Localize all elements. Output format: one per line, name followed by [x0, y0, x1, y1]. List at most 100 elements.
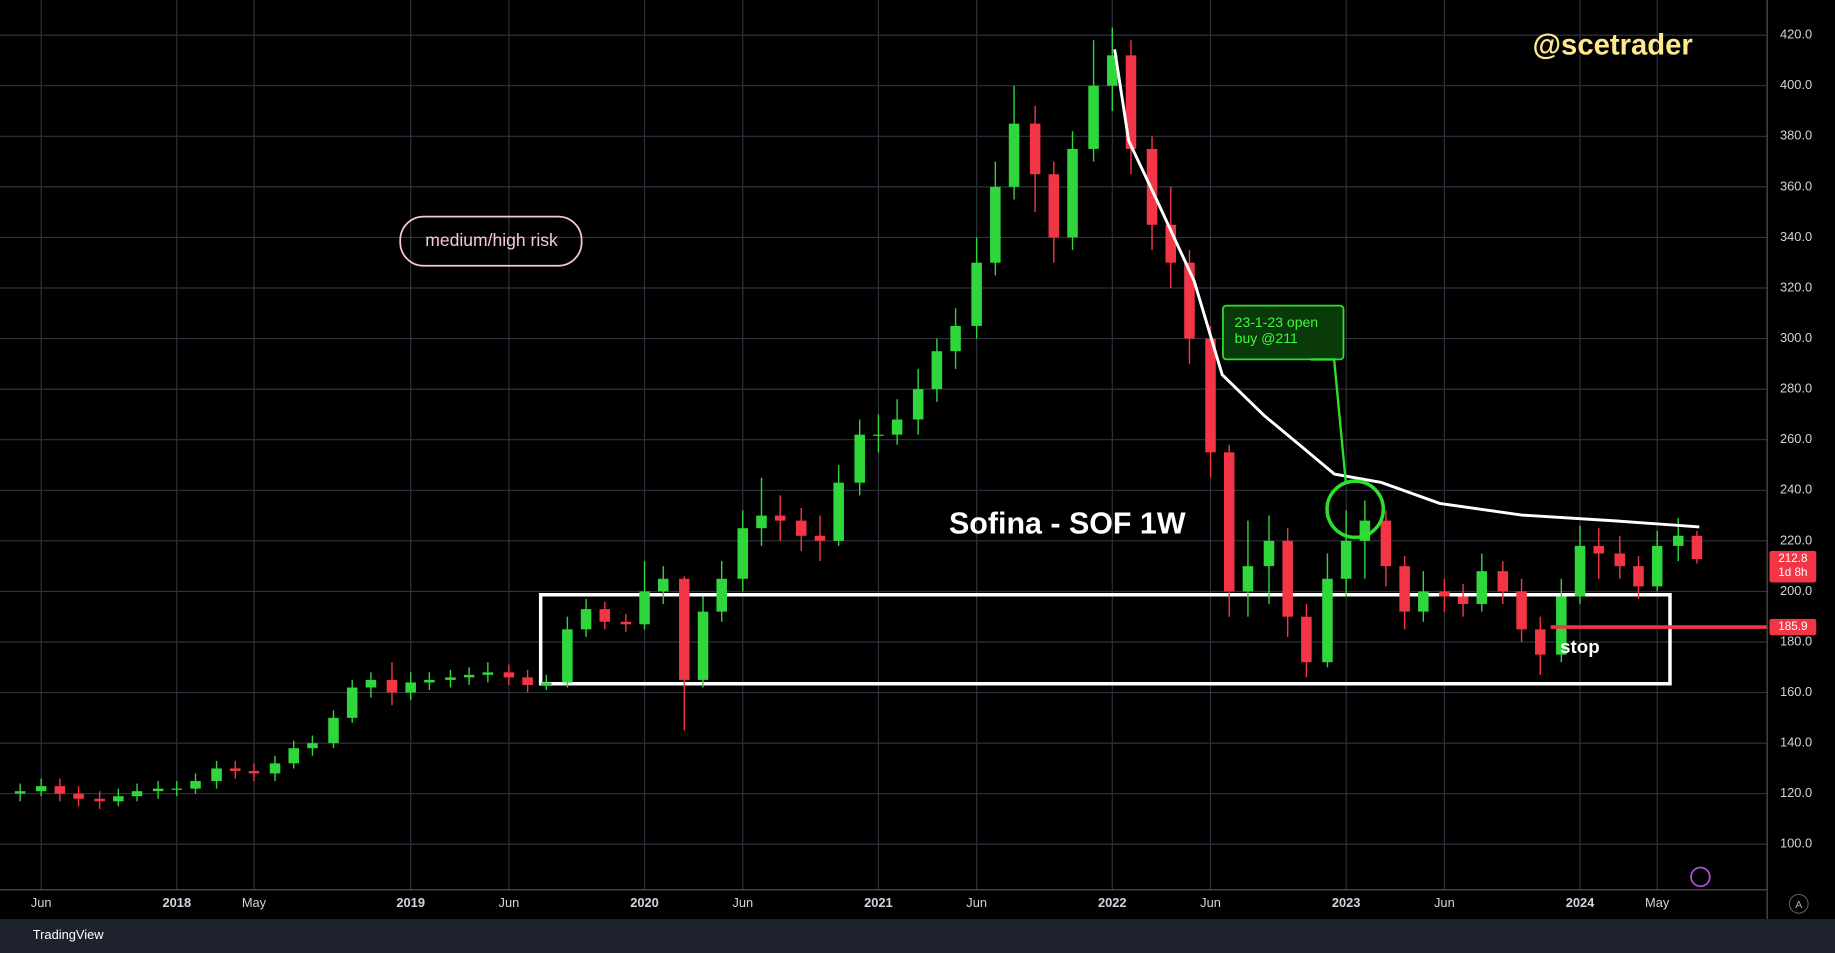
y-tick-label: 220.0 [1780, 532, 1812, 547]
y-tick-label: 300.0 [1780, 330, 1812, 345]
risk-box [399, 215, 583, 267]
y-tick-label: 200.0 [1780, 583, 1812, 598]
candle-body [1184, 262, 1195, 339]
candle-body [854, 434, 865, 483]
candle-body [814, 535, 826, 541]
candle-body [990, 186, 1001, 263]
stop-price-label: 185.9 [1778, 620, 1807, 633]
candle-body [1282, 540, 1293, 617]
author: @scetrader [1533, 30, 1693, 62]
candle-body [1691, 535, 1703, 560]
candle-body [171, 788, 183, 790]
candle-body [1457, 596, 1469, 605]
candle-body [774, 515, 786, 521]
candle-body [971, 262, 982, 326]
candle-body [482, 672, 494, 675]
candle-body [1516, 591, 1527, 630]
x-tick-label: 2024 [1566, 895, 1595, 910]
candle-body [599, 609, 611, 622]
y-tick-label: 100.0 [1780, 836, 1812, 851]
callout-box [1222, 304, 1345, 361]
candle-body [1651, 545, 1663, 587]
y-tick-label: 400.0 [1780, 77, 1812, 92]
candle-body [288, 748, 300, 764]
candle-body [1359, 520, 1371, 541]
candle-body [131, 791, 143, 797]
candle-body [328, 717, 339, 744]
candle-body [1672, 535, 1684, 546]
candle-body [73, 793, 84, 799]
candle-body [14, 791, 26, 794]
candle-body [1125, 55, 1137, 149]
auto-scale-label[interactable]: A [1795, 899, 1802, 911]
candle-body [1340, 540, 1352, 579]
candle-body [269, 763, 281, 774]
candle-body [1535, 629, 1546, 655]
y-tick-label: 240.0 [1780, 482, 1812, 497]
candle-body [541, 682, 552, 685]
candle-body [1439, 591, 1450, 597]
x-tick-label: Jun [1434, 895, 1455, 910]
candle-body [716, 578, 727, 612]
callout-text: 23-1-23 open [1235, 314, 1318, 330]
candle-body [1242, 566, 1254, 592]
candle-body [35, 786, 47, 792]
marks [14, 27, 1768, 809]
y-tick-label: 140.0 [1780, 735, 1812, 750]
candle-body [1497, 571, 1509, 592]
candle-body [386, 679, 398, 693]
x-tick-label: 2021 [864, 895, 893, 910]
risk-label: medium/high risk [425, 230, 558, 250]
x-tick-label: 2023 [1332, 895, 1361, 910]
x-tick-label: 2018 [163, 895, 192, 910]
candle-body [756, 515, 767, 529]
callout-text: buy @211 [1235, 330, 1298, 346]
x-tick-label: Jun [732, 895, 753, 910]
candle-body [346, 687, 358, 718]
candle-body [1223, 452, 1235, 592]
y-tick-label: 360.0 [1780, 178, 1812, 193]
candle-body [931, 351, 943, 390]
candle-body [795, 520, 807, 536]
candle-body [1029, 123, 1041, 175]
y-tick-label: 420.0 [1780, 27, 1812, 42]
x-tick-label: 2022 [1098, 895, 1127, 910]
highlight-circle [1325, 479, 1386, 540]
candle-body [562, 629, 573, 683]
y-tick-label: 280.0 [1780, 381, 1812, 396]
y-tick-label: 160.0 [1780, 684, 1812, 699]
footer-bar [0, 919, 1835, 953]
x-tick-label: 2019 [396, 895, 425, 910]
candle-body [424, 679, 435, 683]
x-tick-label: 2020 [630, 895, 659, 910]
auto-scale-button[interactable] [1788, 893, 1809, 914]
candle-body [190, 781, 201, 789]
candle-body [891, 419, 903, 435]
stop-text: stop [1560, 636, 1600, 657]
candle-body [405, 682, 416, 693]
y-tick-label: 380.0 [1780, 128, 1812, 143]
candle-body [620, 621, 632, 625]
candle-body [657, 578, 669, 592]
candle-body [1165, 224, 1177, 263]
candle-body [1418, 591, 1429, 612]
candle-body [697, 611, 709, 680]
candle-body [950, 325, 961, 352]
candle-body [54, 786, 66, 794]
candle-body [1380, 520, 1392, 567]
candle-body [94, 798, 105, 802]
candle-body [580, 609, 592, 630]
last-price-label: 212.8 [1778, 552, 1807, 565]
candle-body [833, 482, 844, 541]
candle-body [1263, 540, 1275, 567]
candle-body [679, 578, 690, 680]
last-price-countdown: 1d 8h [1778, 566, 1807, 579]
y-tick-label: 320.0 [1780, 279, 1812, 294]
alert-icon[interactable] [1690, 866, 1711, 888]
candle-body [1048, 174, 1060, 238]
candle-body [1614, 553, 1626, 567]
candle-body [1088, 85, 1099, 149]
y-tick-label: 340.0 [1780, 229, 1812, 244]
candle-body [152, 788, 164, 792]
